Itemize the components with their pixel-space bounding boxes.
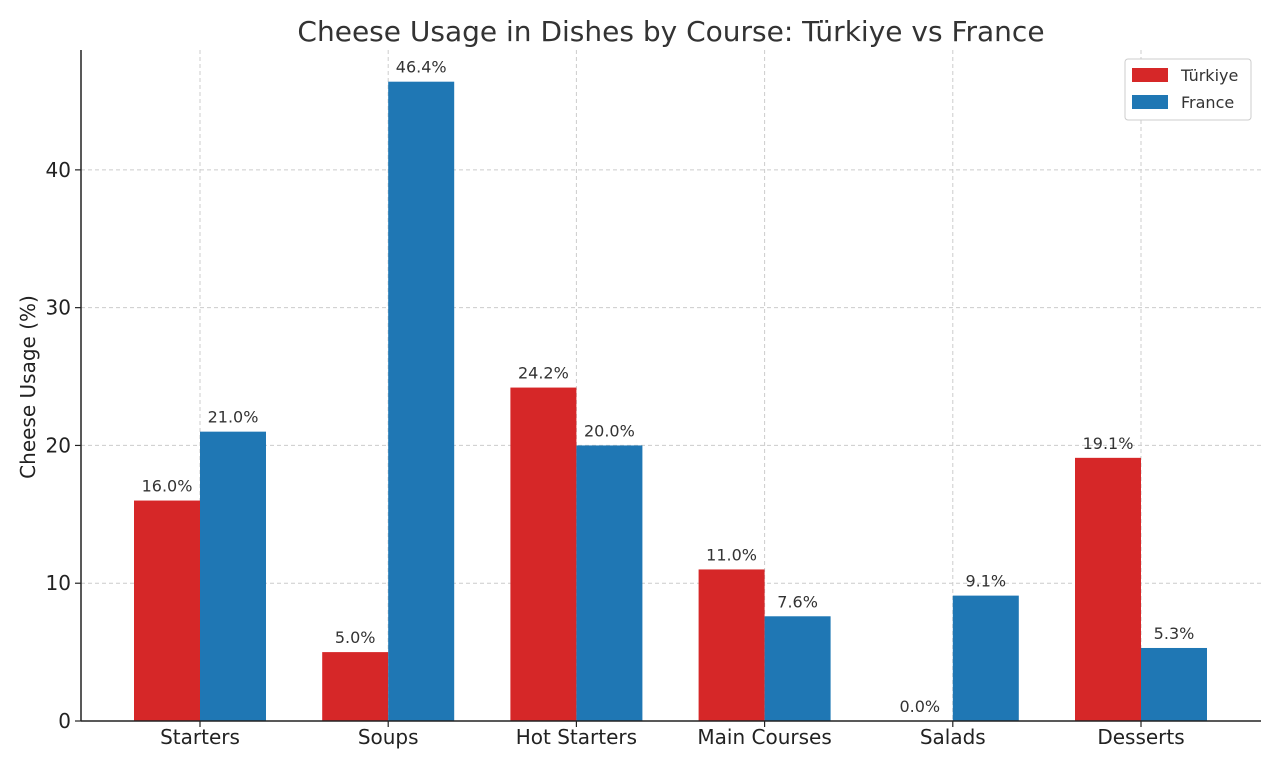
x-tick-label: Desserts xyxy=(1097,725,1184,749)
bar-france-hot-starters xyxy=(576,445,643,721)
grid-lines xyxy=(81,50,1261,721)
bar-turkiye-desserts xyxy=(1075,457,1141,721)
bar-value-label: 16.0% xyxy=(142,477,193,496)
legend: Türkiye France xyxy=(1124,58,1252,121)
bar-turkiye-main-courses xyxy=(698,569,765,721)
x-tick-label: Main Courses xyxy=(697,725,831,749)
y-tick-label: 10 xyxy=(46,571,71,595)
x-tick-label: Starters xyxy=(160,725,240,749)
bar-value-label: 11.0% xyxy=(706,545,757,564)
axes: 0 10 20 30 40 Starters Soups Hot Starters Main C… xyxy=(46,50,1261,749)
bar-value-label: 24.2% xyxy=(518,364,569,383)
x-tick-label: Hot Starters xyxy=(516,725,637,749)
bar-france-salads xyxy=(952,595,1019,721)
bar-turkiye-hot-starters xyxy=(510,387,577,721)
y-tick-label: 40 xyxy=(46,158,71,182)
bar-value-label: 19.1% xyxy=(1083,434,1134,453)
bar-france-desserts xyxy=(1141,647,1207,721)
y-tick-label: 20 xyxy=(46,433,71,457)
x-tick-label: Soups xyxy=(358,725,419,749)
y-tick-label: 30 xyxy=(46,296,71,320)
bar-value-label: 46.4% xyxy=(396,58,447,77)
chart-title: Cheese Usage in Dishes by Course: Türkiy… xyxy=(297,15,1044,48)
legend-swatch xyxy=(1132,95,1168,109)
legend-label: Türkiye xyxy=(1180,66,1238,85)
bar-value-label: 0.0% xyxy=(899,697,940,716)
bar-value-label: 5.3% xyxy=(1154,624,1195,643)
bar-france-main-courses xyxy=(764,616,831,721)
y-axis-label: Cheese Usage (%) xyxy=(16,295,40,479)
bar-france-soups xyxy=(388,81,455,721)
bar-value-label: 20.0% xyxy=(584,421,635,440)
bar-value-label: 5.0% xyxy=(335,628,376,647)
bar-value-label: 9.1% xyxy=(965,572,1006,591)
data-labels: 16.0% 5.0% 24.2% 11.0% 0.0% 19.1% 21.0% 46.4% 20… xyxy=(142,58,1195,716)
bar-turkiye-starters xyxy=(134,500,200,721)
bar-value-label: 7.6% xyxy=(777,592,818,611)
bar-value-label: 21.0% xyxy=(208,408,259,427)
y-tick-label: 0 xyxy=(58,709,71,733)
bar-turkiye-soups xyxy=(322,652,389,721)
bar-france-starters xyxy=(200,431,266,721)
legend-label: France xyxy=(1181,93,1234,112)
x-tick-label: Salads xyxy=(920,725,986,749)
bars xyxy=(134,81,1207,721)
legend-swatch xyxy=(1132,68,1168,82)
